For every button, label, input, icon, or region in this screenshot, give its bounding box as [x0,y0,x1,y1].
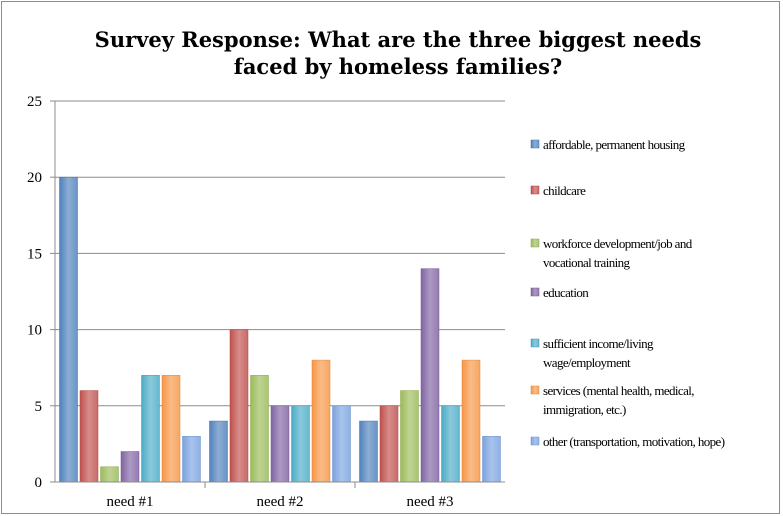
bar [270,405,290,483]
x-tick-label: need #2 [256,494,303,510]
y-tick-label: 20 [27,170,42,186]
bar [120,451,140,483]
bars [59,176,501,483]
bar [250,375,269,483]
bar [359,420,378,483]
legend-swatch [530,139,540,149]
bar [291,405,310,483]
legend-swatch [530,338,540,348]
bar [100,466,119,483]
legend-label: wage/employment [543,355,631,370]
bar [482,436,501,483]
bar [420,268,440,483]
chart-title-line-1: Survey Response: What are the three bigg… [95,27,702,52]
bar [182,436,201,483]
bar [141,375,160,483]
legend-swatch [530,238,540,248]
y-tick-label: 0 [35,475,43,491]
x-tick-label: need #1 [106,494,153,510]
y-tick-label: 10 [27,323,42,339]
bar [311,359,331,483]
bar [229,329,249,483]
legend-swatch [530,185,540,195]
bar [332,405,351,483]
legend-swatch [530,436,540,446]
bar [379,405,399,483]
bar [59,176,78,483]
legend-swatch [530,287,540,297]
x-tick-label: need #3 [406,494,453,510]
legend-label: education [543,285,589,300]
axes: 0 5 10 15 20 25 need #1 need #2 need #3 [27,94,505,510]
legend-label: affordable, permanent housing [543,137,686,152]
bar [461,359,481,483]
y-tick-label: 5 [35,399,43,415]
chart-title-line-2: faced by homeless families? [234,54,562,79]
legend-swatch [530,385,540,395]
legend: affordable, permanent housing childcare wo… [530,137,725,449]
legend-label: immigration, etc.) [543,402,626,417]
legend-label: services (mental health, medical, [543,383,694,398]
legend-label: childcare [543,183,586,198]
y-tick-label: 25 [27,94,42,110]
bar [79,390,99,483]
bar [441,405,460,483]
bar [400,390,419,483]
bar [209,420,228,483]
bar [161,375,181,483]
legend-label: sufficient income/living [543,336,654,351]
legend-label: other (transportation, motivation, hope) [543,434,725,449]
y-tick-label: 15 [27,246,42,262]
legend-label: workforce development/job and [543,236,693,251]
legend-label: vocational training [543,255,631,270]
